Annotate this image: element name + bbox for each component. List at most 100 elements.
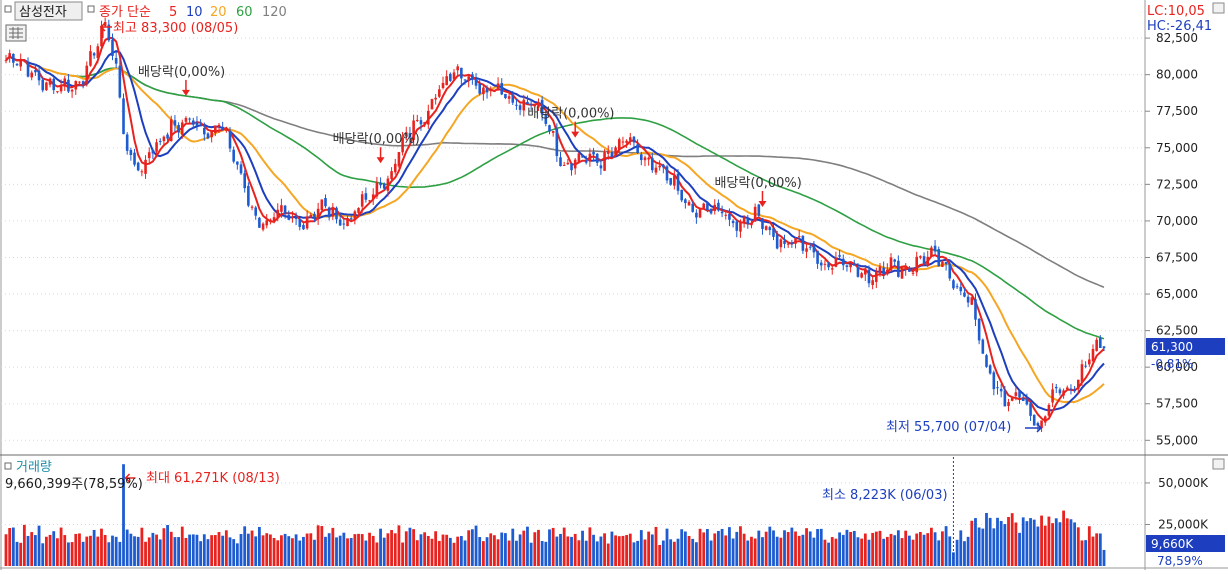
volume-bar <box>926 533 930 566</box>
volume-bar <box>100 528 103 566</box>
volume-bar <box>757 530 761 566</box>
ma-legend-5: 5 <box>169 5 177 20</box>
candle-body <box>955 286 959 288</box>
candle-body <box>680 189 683 201</box>
candle-body <box>1099 337 1102 348</box>
candle-body <box>298 218 302 227</box>
candle-body <box>992 372 996 390</box>
volume-bar <box>173 537 177 566</box>
stock-name-button[interactable] <box>14 1 83 21</box>
candle-body <box>724 214 728 216</box>
volume-bar <box>158 539 162 566</box>
volume-bar <box>118 541 122 566</box>
candle-body <box>676 173 680 191</box>
candle-body <box>526 101 529 105</box>
volume-tick-label: 25,000K <box>1158 517 1209 531</box>
volume-bar <box>78 533 81 566</box>
candle-body <box>761 218 764 229</box>
volume-bar <box>647 531 651 566</box>
candle-body <box>966 296 970 303</box>
volume-bar <box>952 552 955 566</box>
volume-bar <box>922 534 926 566</box>
candle-body <box>41 79 45 91</box>
candle-body <box>427 110 430 125</box>
candle-body <box>316 208 320 219</box>
legend-toggle-icon[interactable] <box>87 5 95 13</box>
volume-bar <box>959 530 963 566</box>
candle-body <box>265 220 269 226</box>
table-icon[interactable] <box>5 24 27 42</box>
candle-body <box>371 194 375 200</box>
candle-body <box>390 171 393 180</box>
candle-body <box>151 149 155 154</box>
candle-body <box>1007 402 1010 406</box>
candle-body <box>342 223 346 225</box>
volume-bar <box>717 530 720 566</box>
candle-body <box>1047 404 1051 416</box>
volume-bar <box>882 538 886 566</box>
volume-bar <box>415 540 419 566</box>
volume-bar <box>1073 522 1077 566</box>
candle-body <box>816 250 819 264</box>
volume-bar <box>437 540 441 566</box>
volume-bar <box>489 533 493 566</box>
candle-body <box>430 99 434 110</box>
candle-body <box>320 199 324 211</box>
volume-bar <box>1032 519 1036 566</box>
candle-body <box>1095 339 1098 351</box>
current-volume-tag <box>1146 535 1225 552</box>
candle-body <box>882 267 885 275</box>
volume-bar <box>217 532 221 566</box>
volume-bar <box>529 542 533 566</box>
volume-bar <box>658 544 662 566</box>
candle-body <box>636 144 639 154</box>
volume-bar <box>548 529 551 566</box>
candle-body <box>353 211 357 220</box>
volume-bar <box>70 542 74 566</box>
volume-bar <box>254 536 258 566</box>
price-pane-scroll-button[interactable] <box>1212 2 1225 14</box>
candle-body <box>735 221 739 231</box>
volume-bar <box>1102 549 1106 566</box>
volume-bar <box>878 530 882 566</box>
volume-bar <box>335 537 338 566</box>
volume-bar <box>147 537 151 566</box>
candle-body <box>662 164 665 168</box>
volume-pane-scroll-button[interactable] <box>1212 458 1225 470</box>
volume-bar <box>4 534 8 566</box>
candle-body <box>449 73 452 81</box>
candle-body <box>12 53 15 63</box>
candle-body <box>214 125 217 134</box>
volume-toggle-icon[interactable] <box>4 462 12 470</box>
candle-body <box>8 53 11 59</box>
volume-bar <box>632 542 636 566</box>
candle-body <box>133 152 136 165</box>
low-arrow <box>1025 423 1043 433</box>
volume-bar <box>511 528 515 566</box>
volume-bar <box>48 534 52 566</box>
candle-body <box>474 79 478 86</box>
volume-bar <box>838 532 841 566</box>
volume-bar <box>1036 526 1040 566</box>
candle-body <box>173 120 177 126</box>
volume-bar <box>375 542 379 566</box>
volume-bar <box>287 536 291 566</box>
volume-bar <box>114 536 118 566</box>
volume-bar <box>496 539 500 566</box>
volume-bar <box>562 527 566 566</box>
candle-body <box>59 85 63 92</box>
volume-bar <box>801 534 805 566</box>
candle-body <box>169 119 173 142</box>
volume-bar <box>746 540 750 566</box>
volume-bar <box>346 538 349 566</box>
volume-info: 9,660,399주(78,59%) <box>5 477 143 492</box>
volume-bar <box>753 538 757 566</box>
volume-bar <box>412 529 416 566</box>
volume-bar <box>459 536 463 566</box>
volume-bar <box>694 542 698 566</box>
panel-toggle-icon[interactable] <box>4 5 12 13</box>
candle-body <box>375 182 379 197</box>
price-tick-label: 62,500 <box>1156 324 1198 338</box>
volume-bar <box>180 526 184 566</box>
